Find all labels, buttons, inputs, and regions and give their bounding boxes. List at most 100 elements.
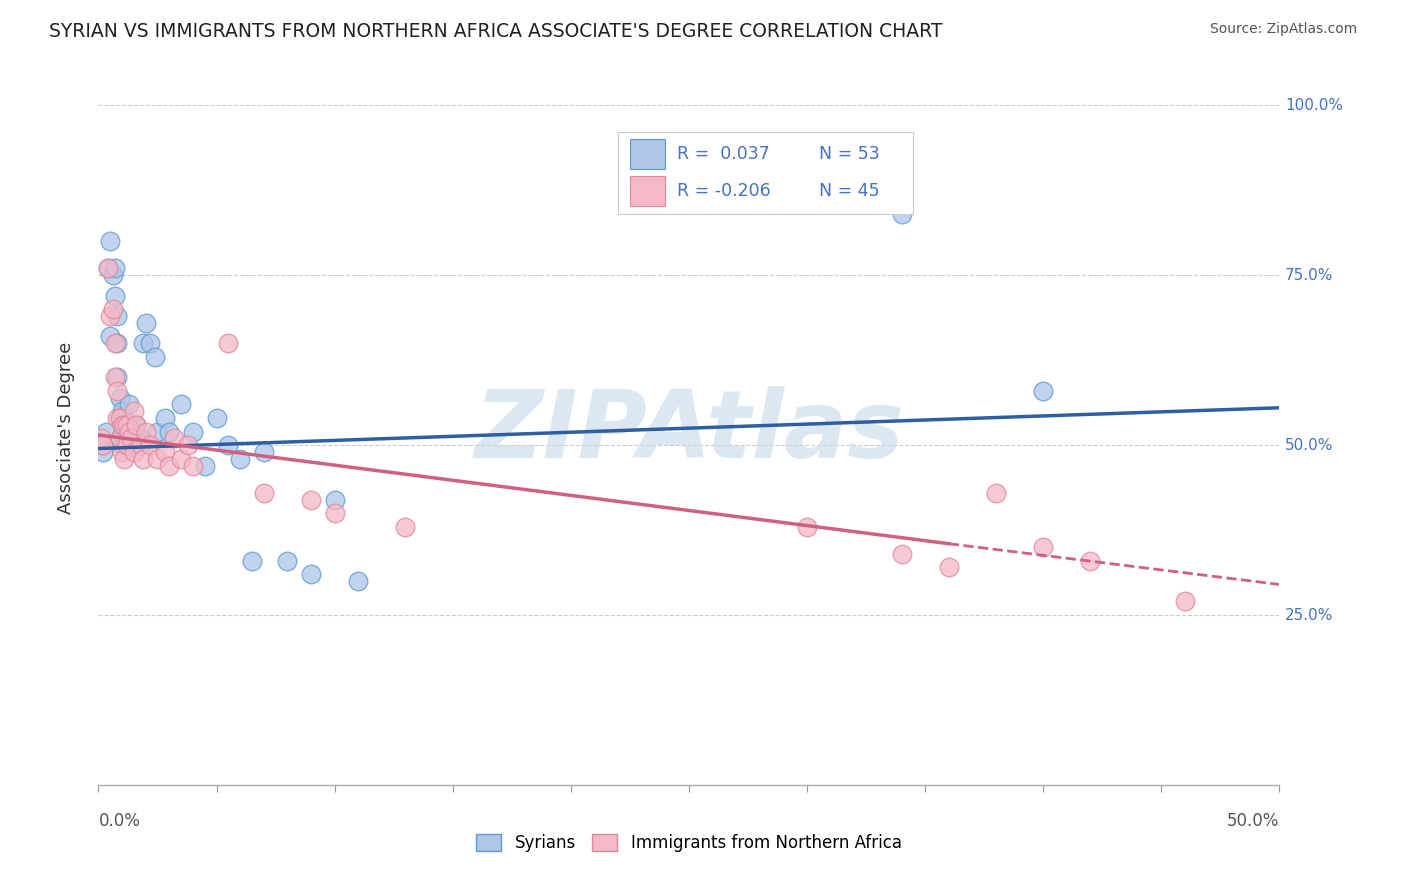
Point (122, 404, 145, 418)
Text: 0.0%: 0.0% (98, 812, 141, 830)
Point (125, 417, 148, 432)
Point (181, 458, 204, 473)
Point (94, 425, 117, 439)
Point (112, 417, 135, 432)
Point (121, 425, 143, 439)
Point (97, 261, 120, 276)
Point (125, 417, 148, 432)
Point (139, 438, 162, 452)
Point (111, 417, 134, 432)
Point (132, 451, 155, 466)
Text: 25.0%: 25.0% (1285, 607, 1333, 623)
Point (1032, 540, 1054, 554)
Point (139, 336, 162, 351)
Point (217, 438, 239, 452)
Point (111, 417, 134, 432)
Point (194, 458, 217, 473)
Point (122, 431, 145, 445)
Point (796, 519, 818, 533)
Point (118, 397, 141, 411)
Point (129, 431, 152, 445)
Point (143, 350, 166, 364)
Point (229, 451, 252, 466)
Point (97, 261, 120, 276)
Point (323, 506, 346, 520)
Point (163, 431, 186, 445)
Point (98, 329, 121, 343)
Point (217, 336, 239, 351)
Point (111, 404, 134, 418)
Point (112, 411, 135, 425)
Point (984, 485, 1007, 500)
Legend: Syrians, Immigrants from Northern Africa: Syrians, Immigrants from Northern Africa (470, 827, 908, 859)
Text: SYRIAN VS IMMIGRANTS FROM NORTHERN AFRICA ASSOCIATE'S DEGREE CORRELATION CHART: SYRIAN VS IMMIGRANTS FROM NORTHERN AFRIC… (49, 22, 942, 41)
Point (157, 425, 180, 439)
Point (1174, 594, 1197, 608)
Point (108, 411, 131, 425)
Point (108, 431, 131, 445)
Point (118, 425, 141, 439)
Point (122, 445, 145, 459)
Point (91, 438, 114, 452)
Point (170, 451, 193, 466)
Point (299, 492, 322, 507)
Point (118, 417, 141, 432)
Point (115, 417, 138, 432)
Point (177, 438, 200, 452)
Point (170, 397, 193, 411)
Point (121, 438, 143, 452)
Point (90, 431, 112, 445)
Point (890, 207, 912, 221)
Point (205, 411, 228, 425)
Point (135, 316, 157, 330)
Text: N = 45: N = 45 (818, 182, 880, 200)
Point (121, 431, 143, 445)
Point (938, 560, 960, 574)
Point (104, 261, 127, 276)
Point (98, 309, 121, 323)
Point (112, 438, 135, 452)
Point (101, 302, 124, 317)
Point (253, 485, 276, 500)
Text: Source: ZipAtlas.com: Source: ZipAtlas.com (1209, 22, 1357, 37)
Bar (630, 139, 665, 169)
Point (394, 519, 416, 533)
Text: 50.0%: 50.0% (1285, 438, 1333, 452)
Point (91, 445, 114, 459)
Point (135, 425, 157, 439)
Point (104, 336, 127, 351)
Point (253, 445, 276, 459)
Point (276, 554, 298, 568)
Point (132, 336, 155, 351)
Point (108, 391, 131, 405)
Bar (630, 177, 665, 206)
Point (105, 309, 128, 323)
Point (299, 567, 322, 582)
Point (105, 336, 128, 351)
Point (323, 492, 346, 507)
Point (112, 425, 135, 439)
Point (157, 458, 180, 473)
Point (129, 438, 152, 452)
Text: 75.0%: 75.0% (1285, 268, 1333, 283)
Text: 100.0%: 100.0% (1285, 98, 1343, 113)
Point (105, 384, 128, 398)
Y-axis label: Associate's Degree: Associate's Degree (56, 342, 75, 515)
Point (111, 445, 134, 459)
Point (112, 451, 135, 466)
Text: R =  0.037: R = 0.037 (678, 145, 770, 163)
Text: ZIPAtlas: ZIPAtlas (474, 385, 904, 478)
Point (146, 451, 169, 466)
Point (108, 411, 131, 425)
Point (115, 417, 138, 432)
Point (104, 288, 127, 302)
Point (115, 431, 138, 445)
Point (111, 438, 134, 452)
Point (748, 153, 770, 167)
Point (240, 554, 263, 568)
Point (1080, 554, 1102, 568)
Point (90, 438, 112, 452)
Point (105, 411, 128, 425)
Text: R = -0.206: R = -0.206 (678, 182, 770, 200)
Point (181, 425, 204, 439)
